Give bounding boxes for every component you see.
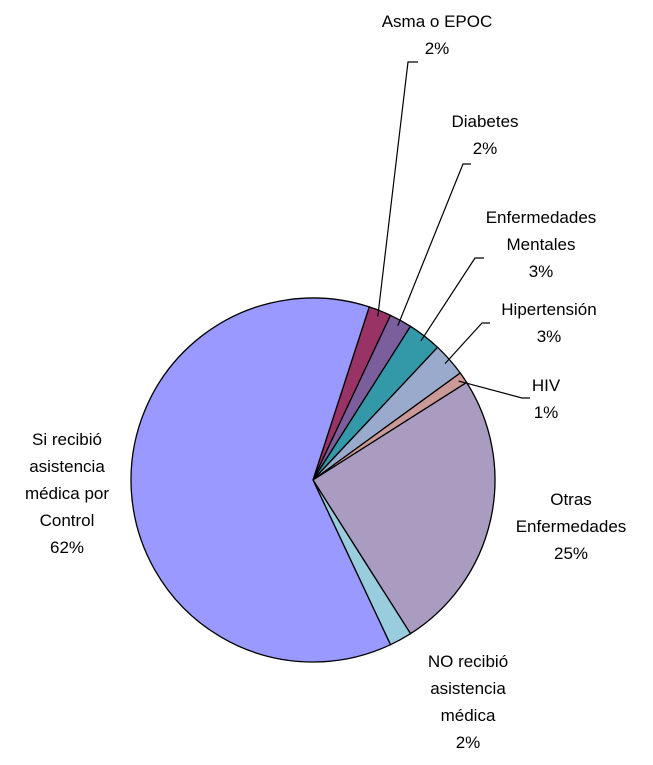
pie-slice (312, 381, 496, 635)
category-label: Hipertensión (501, 300, 597, 319)
value-label: 3% (528, 262, 554, 281)
slice-label: Otras Enfermedades 25% (506, 486, 636, 567)
leader-line (420, 257, 484, 342)
slice-label: HIV 1% (516, 372, 576, 426)
value-label: 62% (49, 538, 85, 557)
slice-label: Diabetes 2% (425, 108, 545, 162)
slice-label: Enfermedades Mentales 3% (466, 204, 616, 285)
category-label: HIV (531, 376, 561, 395)
leader-line (377, 61, 418, 317)
category-label: Otras Enfermedades (515, 490, 627, 536)
value-label: 25% (553, 544, 589, 563)
category-label: Asma o EPOC (381, 12, 493, 31)
pie-slice (130, 297, 392, 663)
slice-label: Asma o EPOC 2% (362, 8, 512, 62)
value-label: 2% (472, 139, 498, 158)
category-label: Diabetes (451, 112, 519, 131)
category-label: Si recibió asistencia médica por Control (24, 430, 110, 530)
slice-label: NO recibió asistencia médica 2% (418, 648, 518, 756)
category-label: NO recibió asistencia médica (427, 652, 509, 725)
leader-line (444, 322, 490, 365)
value-label: 2% (424, 39, 450, 58)
slice-label: Si recibió asistencia médica por Control… (12, 426, 122, 561)
category-label: Enfermedades Mentales (485, 208, 597, 254)
leader-line (397, 163, 471, 326)
value-label: 3% (536, 327, 562, 346)
value-label: 1% (533, 403, 559, 422)
value-label: 2% (455, 733, 481, 752)
leader-line (458, 380, 530, 399)
slice-label: Hipertensión 3% (474, 296, 624, 350)
